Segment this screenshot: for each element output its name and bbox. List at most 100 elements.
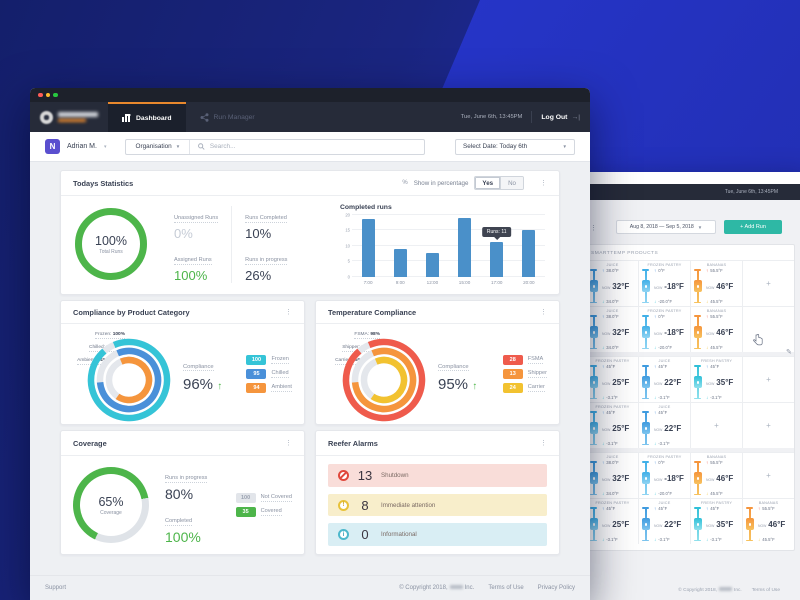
chevron-down-icon: ▼: [175, 144, 181, 149]
select-date-dropdown[interactable]: Select Date: Today 6th ▼: [455, 138, 575, 155]
arrow-down-icon: ↓: [654, 299, 657, 304]
product-name: BANANAS: [706, 455, 727, 459]
kebab-menu-icon[interactable]: ⋮: [540, 180, 547, 187]
alarm-list: 13 Shutdown! 8 Immediate attention i 0 Informa…: [316, 456, 559, 554]
add-product-cell: +: [742, 357, 794, 402]
arrow-up-icon: ↑: [758, 506, 761, 511]
kebab-menu-icon[interactable]: ⋮: [540, 440, 547, 447]
product-temperature-cell: BANANAS ↑ 55.5°F NOW 46°F ↓ 45.5°F: [742, 499, 794, 544]
alarm-count: 0: [361, 527, 369, 543]
temperature-row: FROZEN PASTRY ↑ 45°F NOW 25°F ↓ -3.1°F JUICE ↑ 45…: [586, 356, 794, 402]
app-logo: [30, 102, 108, 132]
temperature-candle-icon: [588, 269, 599, 303]
temperature-candle-icon: [640, 269, 651, 303]
temperature-candle-icon: [692, 315, 703, 349]
add-run-button[interactable]: + Add Run: [724, 220, 782, 234]
bar[interactable]: [361, 215, 375, 277]
product-name: JUICE: [606, 455, 619, 459]
bar[interactable]: [393, 215, 407, 277]
alarm-count: 13: [357, 467, 373, 483]
avatar[interactable]: N: [45, 139, 60, 154]
logo-blurred-text: [58, 111, 98, 123]
bar[interactable]: Runs: 11: [481, 215, 512, 277]
plus-icon[interactable]: +: [766, 471, 771, 480]
percentage-toggle: Yes No: [474, 176, 524, 190]
compliance-value: Compliance 95% ↑: [438, 364, 478, 393]
run-stat: Runs Completed 10%: [245, 214, 287, 241]
arrow-down-icon: ↓: [654, 537, 657, 542]
bar[interactable]: [522, 215, 536, 277]
bar[interactable]: [458, 215, 472, 277]
product-name: FRESH PASTRY: [700, 501, 733, 505]
privacy-link[interactable]: Privacy Policy: [537, 585, 575, 591]
plus-icon[interactable]: +: [714, 421, 719, 430]
trend-up-icon: ↑: [217, 381, 223, 392]
user-chevron-icon[interactable]: ▾: [103, 143, 107, 150]
tab-dashboard[interactable]: Dashboard: [108, 102, 186, 132]
tab-run-manager[interactable]: Run Manager: [186, 102, 269, 132]
product-temperature-cell: JUICE ↑ 45°F NOW 22°F ↓ -3.1°F: [638, 357, 690, 402]
add-product-cell: +: [742, 453, 794, 498]
grip-icon: ⋮⋮: [584, 225, 597, 232]
chart-tooltip: Runs: 11: [481, 227, 512, 238]
arrow-down-icon: ↓: [706, 299, 709, 304]
completed-runs-chart: Completed runs 0 5 10 15 20 Runs: 11 7:00 9:00…: [340, 204, 545, 285]
temperature-candle-icon: [588, 315, 599, 349]
product-name: FROZEN PASTRY: [595, 359, 630, 363]
product-name: FROZEN PASTRY: [595, 501, 630, 505]
card-compliance-category: Compliance by Product Category ⋮ Frozen:…: [60, 300, 305, 425]
product-temperature-cell: FROZEN PASTRY ↑ 45°F NOW 25°F ↓ -3.1°F: [586, 403, 638, 448]
toggle-yes-button[interactable]: Yes: [475, 177, 501, 189]
plus-icon[interactable]: +: [766, 279, 771, 288]
plus-icon[interactable]: +: [766, 375, 771, 384]
temperature-candle-icon: [640, 461, 651, 495]
search-input[interactable]: [209, 143, 417, 150]
minimize-window-button[interactable]: [45, 92, 50, 98]
arrow-down-icon: ↓: [602, 491, 605, 496]
plus-icon[interactable]: +: [766, 421, 771, 430]
arrow-down-icon: ↓: [706, 345, 709, 350]
terms-link[interactable]: Terms of Use: [488, 585, 524, 591]
bar[interactable]: [425, 215, 439, 277]
arrow-down-icon: ↓: [758, 537, 761, 542]
alarm-label: Immediate attention: [381, 501, 436, 509]
alarm-row-shutdown[interactable]: 13 Shutdown: [328, 464, 547, 487]
card-todays-statistics: Todays Statistics % Show in percentage Y…: [60, 170, 560, 295]
bg-terms-link[interactable]: Terms of Use: [751, 587, 780, 593]
temperature-candle-icon: [744, 507, 755, 541]
organisation-dropdown[interactable]: Organisation ▼: [126, 139, 191, 154]
support-link[interactable]: Support: [45, 585, 67, 591]
window-chrome: [30, 88, 590, 102]
run-stat: Assigned Runs 100%: [174, 256, 212, 283]
temperature-row: JUICE ↑ 38.0°F NOW 32°F ↓ 34.0°F FROZEN PASTRY ↑…: [586, 306, 794, 356]
alarm-count: 8: [361, 497, 369, 513]
arrow-down-icon: ↓: [654, 491, 657, 496]
arrow-up-icon: ↑: [706, 460, 709, 465]
date-range-select[interactable]: Aug 8, 2018 — Sep 5, 2018 ▼: [616, 220, 716, 234]
kebab-menu-icon[interactable]: ⋮: [540, 309, 547, 316]
card-title: Temperature Compliance: [328, 307, 417, 317]
temperature-grid: JUICE ↑ 38.0°F NOW 32°F ↓ 34.0°F FROZEN PASTRY ↑…: [586, 260, 794, 544]
logout-button[interactable]: Log Out →|: [541, 113, 580, 121]
blurred-company-name: [449, 585, 463, 589]
ban-icon: [338, 469, 349, 481]
edit-pencil-icon[interactable]: ✎: [786, 349, 792, 356]
add-product-cell: +: [742, 403, 794, 448]
arrow-down-icon: ↓: [654, 395, 657, 400]
alarm-row-immediate-attention[interactable]: ! 8 Immediate attention: [328, 493, 547, 517]
product-temperature-cell: FROZEN PASTRY ↑ 0°F NOW -18°F ↓ -20.0°F: [638, 261, 690, 306]
kebab-menu-icon[interactable]: ⋮: [285, 309, 292, 316]
trend-up-icon: ↑: [472, 381, 478, 392]
alarm-row-informational[interactable]: i 0 Informational: [328, 523, 547, 547]
card-coverage: Coverage ⋮ 65% Coverage Runs in progress…: [60, 430, 305, 555]
user-name: Adrian M.: [67, 143, 97, 150]
product-temperature-cell: FROZEN PASTRY ↑ 0°F NOW -18°F ↓ -20.0°F: [638, 307, 690, 352]
compliance-rings-chart: Frozen: 100% Chilled: 95% Ambient: 94%: [73, 328, 177, 422]
zoom-window-button[interactable]: [53, 92, 58, 98]
product-name: JUICE: [606, 263, 619, 267]
close-window-button[interactable]: [38, 92, 43, 98]
kebab-menu-icon[interactable]: ⋮: [285, 440, 292, 447]
toggle-no-button[interactable]: No: [500, 177, 523, 189]
arrow-down-icon: ↓: [654, 345, 657, 350]
arrow-up-icon: ↑: [654, 364, 657, 369]
